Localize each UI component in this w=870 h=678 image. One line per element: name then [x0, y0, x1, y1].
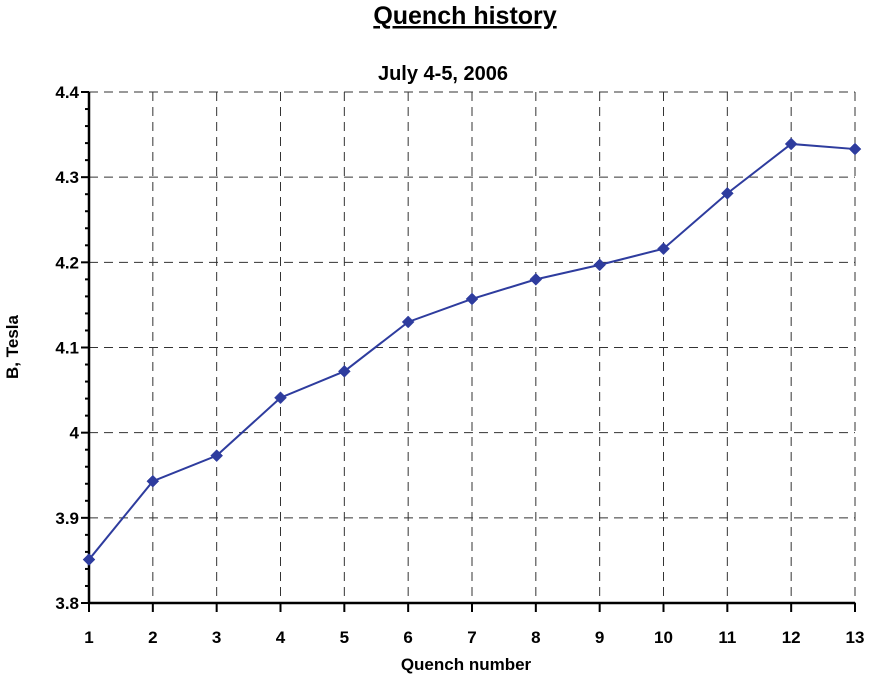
x-tick-label: 11	[718, 628, 736, 647]
data-point-marker	[210, 449, 224, 463]
x-tick-label: 1	[84, 628, 93, 647]
y-tick-label: 4.3	[55, 168, 79, 187]
chart-subtitle: July 4-5, 2006	[378, 63, 508, 85]
y-tick-label: 4.2	[55, 253, 79, 272]
data-point-marker	[465, 292, 479, 306]
series-group	[82, 137, 862, 566]
axes	[81, 91, 856, 612]
grid	[89, 91, 856, 603]
data-point-marker	[337, 364, 351, 378]
x-tick-label: 13	[846, 628, 865, 647]
data-point-marker	[146, 474, 160, 488]
y-tick-label: 4.4	[55, 83, 79, 102]
y-tick-label: 4.1	[55, 339, 79, 358]
data-point-marker	[82, 553, 96, 566]
y-tick-label: 3.9	[55, 509, 79, 528]
data-point-marker	[274, 391, 287, 405]
y-axis-title: B, Tesla	[3, 314, 22, 378]
x-tick-label: 8	[531, 628, 540, 647]
x-tick-label: 12	[782, 628, 801, 647]
y-tick-labels: 3.8 3.9 4 4.1 4.2 4.3 4.4	[55, 83, 79, 613]
x-tick-label: 5	[340, 628, 349, 647]
y-tick-label: 4	[70, 424, 80, 443]
x-axis-title: Quench number	[401, 655, 532, 674]
data-point-marker	[720, 186, 734, 200]
data-point-marker	[593, 258, 607, 272]
x-tick-labels: 1 2 3 4 5 6 7 8 9 10 11 12 13	[84, 628, 864, 647]
data-point-marker	[657, 242, 670, 256]
data-point-marker	[848, 142, 862, 156]
data-point-marker	[784, 137, 798, 151]
data-point-marker	[401, 315, 415, 329]
x-tick-label: 2	[148, 628, 157, 647]
x-tick-label: 3	[212, 628, 221, 647]
y-tick-label: 3.8	[55, 594, 79, 613]
chart-title: Quench history	[373, 2, 556, 30]
x-tick-label: 4	[276, 628, 286, 647]
x-tick-label: 9	[595, 628, 604, 647]
x-tick-label: 6	[403, 628, 412, 647]
x-tick-label: 10	[654, 628, 673, 647]
data-point-marker	[529, 273, 543, 286]
x-tick-label: 7	[467, 628, 476, 647]
